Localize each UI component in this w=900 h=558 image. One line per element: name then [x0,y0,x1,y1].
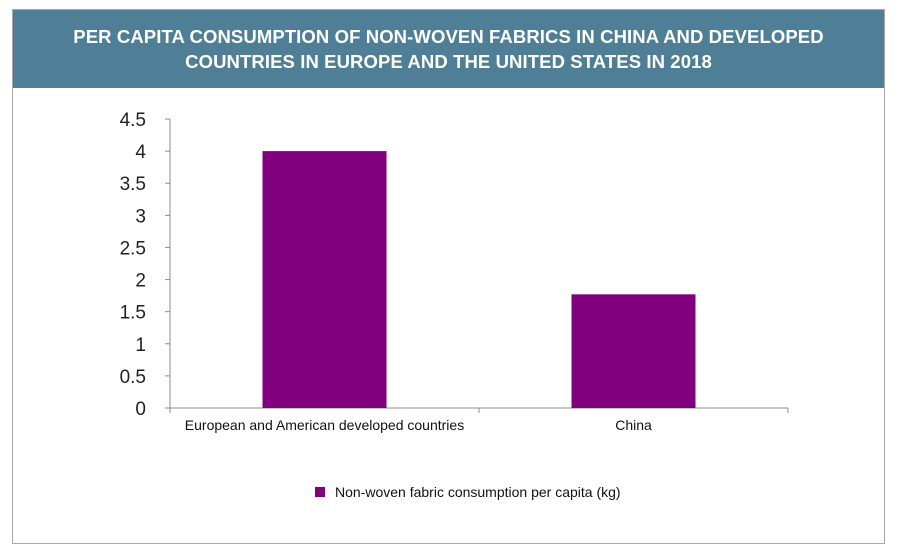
bar [571,294,696,408]
x-category-label: European and American developed countrie… [185,417,464,433]
legend-swatch [315,487,325,497]
y-tick-label: 2 [135,271,146,292]
x-category-labels: European and American developed countrie… [185,417,652,433]
y-tick-label: 4 [135,142,146,163]
y-tick-label: 0.5 [120,367,146,388]
y-tick-label: 3.5 [120,174,146,195]
bar [262,151,387,408]
chart-title: PER CAPITA CONSUMPTION OF NON-WOVEN FABR… [73,26,824,72]
y-tick-label: 4.5 [120,110,146,131]
legend-label: Non-woven fabric consumption per capita … [335,484,621,500]
y-tick-labels: 0 0.5 1 1.5 2 2.5 3 3.5 4 4.5 [120,110,147,420]
legend: Non-woven fabric consumption per capita … [315,484,621,500]
y-tick-label: 3 [135,206,146,227]
y-tick-label: 0 [135,399,146,420]
x-category-label: China [615,417,652,433]
y-tick-label: 1 [135,335,146,356]
y-tick-label: 1.5 [120,303,146,324]
chart-frame: PER CAPITA CONSUMPTION OF NON-WOVEN FABR… [12,9,885,544]
bars [262,151,696,408]
y-tick-label: 2.5 [120,238,146,259]
chart-title-band: PER CAPITA CONSUMPTION OF NON-WOVEN FABR… [13,10,884,88]
